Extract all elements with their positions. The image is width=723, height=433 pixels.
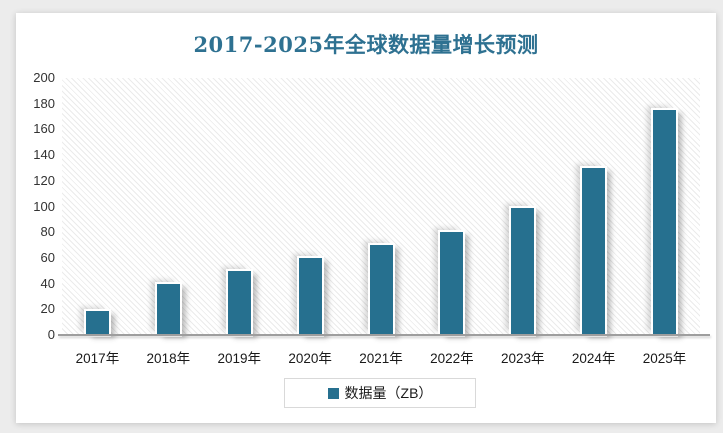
x-tick-label: 2024年 [571, 351, 616, 366]
bar-2021年 [369, 245, 393, 335]
legend-label: 数据量（ZB） [344, 385, 433, 401]
y-tick-label: 40 [40, 275, 55, 291]
plot-area [62, 78, 700, 335]
bar-2019年 [227, 270, 251, 335]
bar-2020年 [298, 257, 322, 335]
chart-title: 2017-2025年全球数据量增长预测 [193, 32, 539, 57]
x-tick-label: 2023年 [500, 351, 545, 366]
x-axis-line [58, 334, 710, 336]
x-tick-label: 2018年 [146, 351, 191, 366]
x-tick-label: 2019年 [217, 351, 261, 366]
y-tick-label: 180 [33, 95, 55, 111]
y-tick-label: 0 [47, 327, 55, 342]
y-tick-label: 140 [33, 147, 55, 163]
bar-2024年 [582, 167, 606, 335]
bar-2023年 [511, 207, 535, 335]
bar-2017年 [85, 310, 109, 335]
y-tick-label: 80 [40, 224, 55, 240]
bar-2022年 [440, 232, 464, 335]
legend: 数据量（ZB） [284, 378, 476, 408]
chart-card: 2017-2025年全球数据量增长预测 200 180 160 140 120 100 80… [16, 13, 716, 423]
x-tick-label: 2017年 [75, 351, 120, 366]
y-tick-label: 160 [33, 121, 55, 137]
y-tick-label: 100 [33, 198, 55, 214]
bar-2025年 [653, 110, 677, 335]
y-tick-label: 200 [33, 70, 55, 85]
x-tick-label: 2020年 [288, 351, 332, 366]
x-tick-label: 2025年 [642, 351, 687, 366]
y-tick-label: 120 [33, 172, 55, 188]
y-tick-label: 20 [40, 301, 55, 317]
bar-2018年 [156, 283, 180, 335]
x-tick-label: 2022年 [430, 351, 474, 366]
legend-swatch-icon [327, 387, 339, 399]
y-tick-label: 60 [40, 249, 55, 265]
x-tick-label: 2021年 [359, 351, 403, 366]
